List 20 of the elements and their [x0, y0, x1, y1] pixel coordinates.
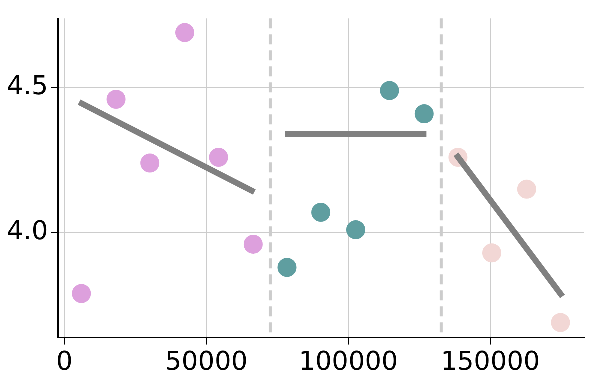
point — [312, 203, 331, 222]
point — [380, 81, 400, 100]
y-tick-label: 4.5 — [6, 72, 48, 102]
x-tick-label: 150000 — [440, 347, 540, 378]
point — [244, 234, 263, 254]
x-tick-label: 100000 — [298, 347, 398, 378]
point — [346, 220, 366, 240]
y-tick-label: 4.0 — [6, 216, 48, 247]
point — [551, 313, 570, 332]
point — [106, 90, 126, 109]
point — [482, 244, 502, 263]
point — [209, 148, 228, 167]
point — [72, 284, 92, 304]
point — [414, 104, 434, 124]
point — [176, 23, 195, 42]
point — [140, 154, 160, 173]
x-tick-label: 50000 — [165, 347, 248, 378]
point — [517, 180, 536, 199]
point — [278, 258, 297, 278]
x-tick-label: 0 — [56, 347, 73, 378]
